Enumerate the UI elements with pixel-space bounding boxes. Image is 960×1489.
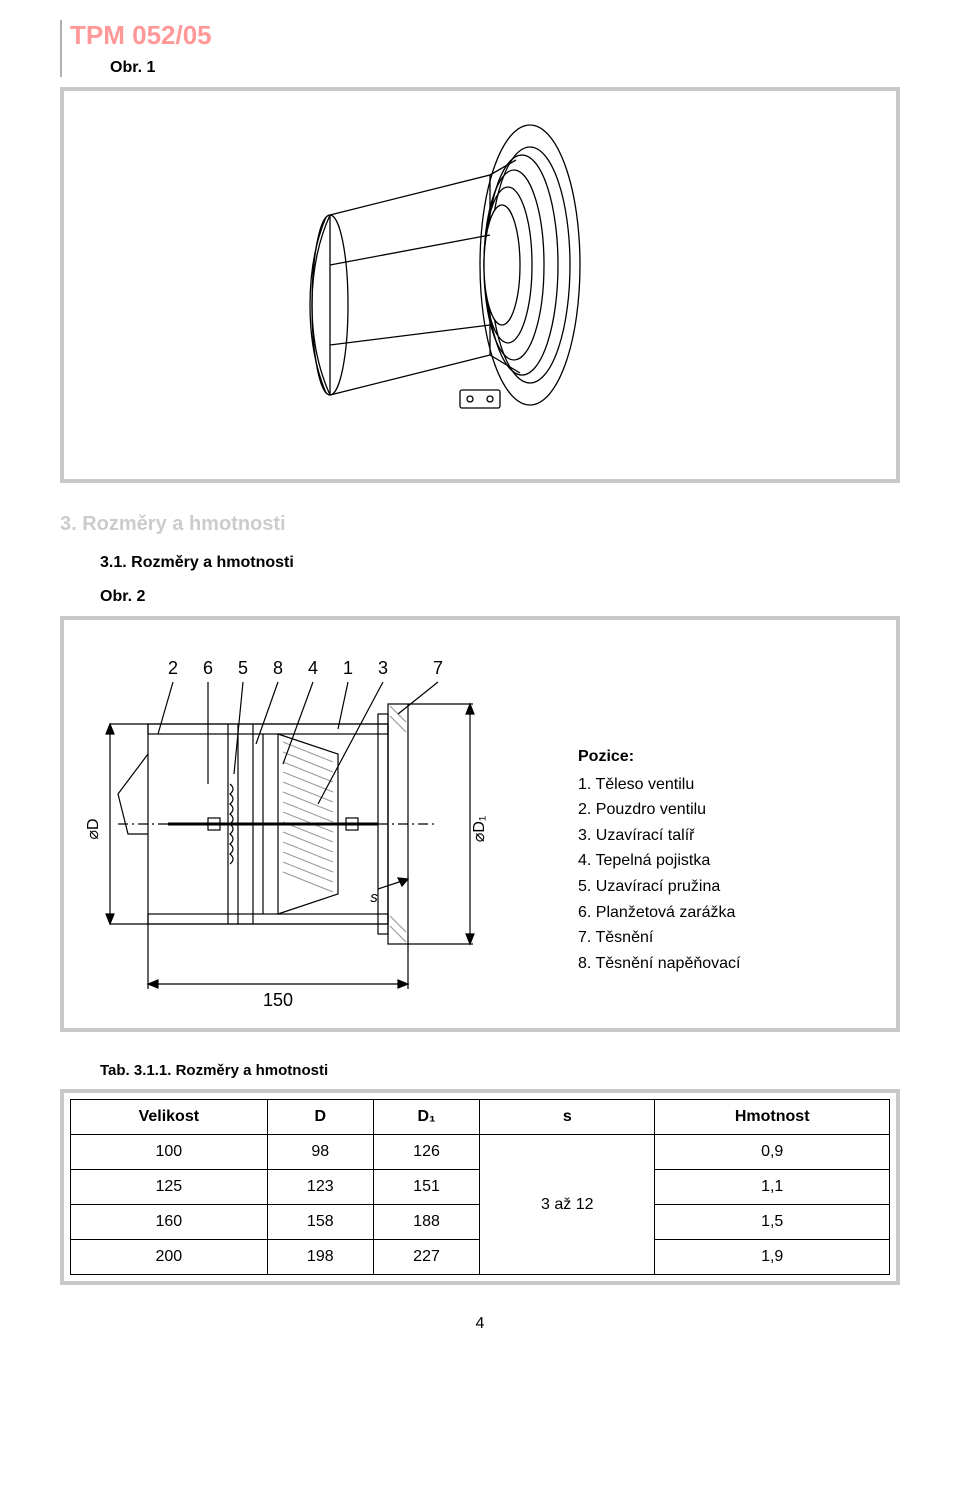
pozice-item: 7. Těsnění [578,925,882,951]
svg-text:7: 7 [433,658,443,678]
pozice-item: 1. Těleso ventilu [578,772,882,798]
table-cell: 188 [373,1205,479,1240]
dimensions-table: Velikost D D₁ s Hmotnost 100 98 126 3 až… [70,1099,890,1275]
figure-1-drawing [78,105,882,465]
svg-text:4: 4 [308,658,318,678]
table-cell: 100 [71,1135,268,1170]
pozice-item: 8. Těsnění napěňovací [578,951,882,977]
pozice-item: 5. Uzavírací pružina [578,874,882,900]
table-cell: 98 [267,1135,373,1170]
table-box: Velikost D D₁ s Hmotnost 100 98 126 3 až… [60,1089,900,1285]
figure-2-drawing: ⌀D ⌀D₁ s 150 2 6 5 8 4 1 3 7 [78,634,538,1014]
table-header: s [480,1100,655,1135]
svg-text:⌀D: ⌀D [85,818,102,839]
table-cell: 227 [373,1240,479,1275]
table-cell: 158 [267,1205,373,1240]
table-cell: 151 [373,1170,479,1205]
table-header: D₁ [373,1100,479,1135]
table-row: 100 98 126 3 až 12 0,9 [71,1135,890,1170]
table-cell: 0,9 [655,1135,890,1170]
pozice-title: Pozice: [578,744,882,770]
table-cell: 125 [71,1170,268,1205]
table-cell: 1,5 [655,1205,890,1240]
pozice-item: 2. Pouzdro ventilu [578,797,882,823]
svg-text:1: 1 [343,658,353,678]
table-cell: 160 [71,1205,268,1240]
table-header: D [267,1100,373,1135]
svg-text:2: 2 [168,658,178,678]
svg-text:6: 6 [203,658,213,678]
table-header: Velikost [71,1100,268,1135]
table-label: Tab. 3.1.1. Rozměry a hmotnosti [100,1062,900,1079]
figure-1-label: Obr. 1 [110,59,900,77]
doc-code: TPM 052/05 [70,20,900,51]
svg-text:150: 150 [263,990,293,1010]
svg-text:s: s [370,889,378,906]
svg-text:5: 5 [238,658,248,678]
svg-text:⌀D₁: ⌀D₁ [471,816,488,843]
table-cell: 1,1 [655,1170,890,1205]
figure-1-box [60,87,900,483]
figure-2-box: ⌀D ⌀D₁ s 150 2 6 5 8 4 1 3 7 Pozice: 1. Těleso … [60,616,900,1032]
section-3-1-title: 3.1. Rozměry a hmotnosti [100,554,900,572]
table-cell: 198 [267,1240,373,1275]
svg-text:3: 3 [378,658,388,678]
pozice-item: 4. Tepelná pojistka [578,848,882,874]
table-cell: 200 [71,1240,268,1275]
table-header: Hmotnost [655,1100,890,1135]
pozice-item: 3. Uzavírací talíř [578,823,882,849]
pozice-item: 6. Planžetová zarážka [578,900,882,926]
pozice-legend: Pozice: 1. Těleso ventilu 2. Pouzdro ven… [578,744,882,976]
table-cell-merged: 3 až 12 [480,1135,655,1275]
table-cell: 123 [267,1170,373,1205]
table-cell: 1,9 [655,1240,890,1275]
figure-2-label: Obr. 2 [100,588,900,606]
table-cell: 126 [373,1135,479,1170]
section-3-title: 3. Rozměry a hmotnosti [60,513,900,536]
svg-text:8: 8 [273,658,283,678]
page-number: 4 [60,1315,900,1333]
